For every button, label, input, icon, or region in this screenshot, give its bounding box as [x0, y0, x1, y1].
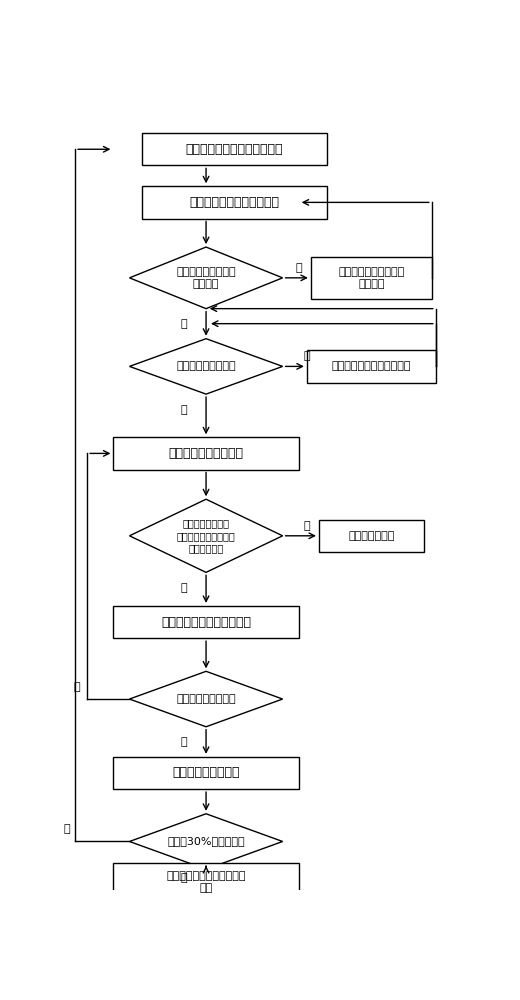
- Text: 是否为组播目的节点: 是否为组播目的节点: [176, 361, 236, 371]
- Text: 是否有30%的链路断开: 是否有30%的链路断开: [167, 836, 245, 846]
- Polygon shape: [129, 671, 283, 727]
- Bar: [113, 437, 298, 470]
- Text: 丢弃路由回复包: 丢弃路由回复包: [348, 531, 395, 541]
- Text: 否: 否: [74, 682, 81, 692]
- Text: 构造并发送路由回复包: 构造并发送路由回复包: [168, 447, 243, 460]
- Bar: [319, 520, 424, 552]
- Polygon shape: [129, 814, 283, 869]
- Bar: [307, 350, 436, 383]
- Text: 是: 是: [180, 583, 187, 593]
- Polygon shape: [129, 339, 283, 394]
- Bar: [141, 186, 327, 219]
- Text: 查找骨干网单播路由表
重建路径: 查找骨干网单播路由表 重建路径: [338, 267, 405, 289]
- Text: 否: 否: [180, 873, 187, 883]
- Polygon shape: [129, 499, 283, 572]
- Text: 完成骨干网节点组播路由表
建立: 完成骨干网节点组播路由表 建立: [166, 871, 246, 894]
- Text: 是: 是: [180, 737, 187, 747]
- Text: 是否为骨干网源节点: 是否为骨干网源节点: [176, 694, 236, 704]
- Text: 构造并转发新的路由请求包: 构造并转发新的路由请求包: [332, 361, 411, 371]
- Text: 是: 是: [295, 263, 302, 273]
- Text: 否: 否: [304, 521, 310, 531]
- Bar: [113, 863, 298, 902]
- Text: 骨干网节点接收路由请求包: 骨干网节点接收路由请求包: [189, 196, 279, 209]
- Bar: [113, 606, 298, 638]
- Text: 是: 是: [64, 824, 70, 834]
- Text: 统计所有链路的状态: 统计所有链路的状态: [172, 766, 240, 779]
- Bar: [141, 133, 327, 165]
- Text: 否: 否: [304, 351, 310, 361]
- Bar: [113, 757, 298, 789]
- Text: 本节点和上一跳节点
是否断开: 本节点和上一跳节点 是否断开: [176, 267, 236, 289]
- Text: 本节点地址与路由
回复包中的下一跳节点
地址是否相同: 本节点地址与路由 回复包中的下一跳节点 地址是否相同: [177, 518, 236, 553]
- Text: 将该节点标记为转发组成员: 将该节点标记为转发组成员: [161, 616, 251, 629]
- Bar: [311, 257, 432, 299]
- Text: 是: 是: [180, 405, 187, 415]
- Text: 骨干网源节点发送路由请求包: 骨干网源节点发送路由请求包: [186, 143, 283, 156]
- Text: 否: 否: [180, 319, 187, 329]
- Polygon shape: [129, 247, 283, 309]
